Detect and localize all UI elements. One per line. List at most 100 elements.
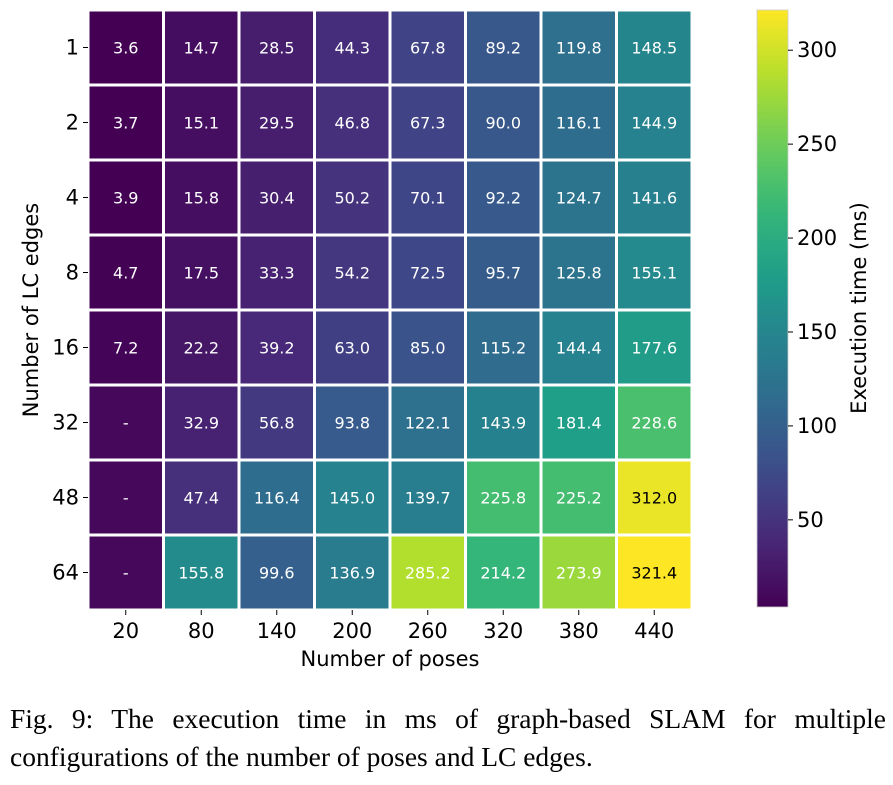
heatmap-cell — [615, 8, 694, 87]
colorbar-tick-label: 50 — [797, 508, 824, 532]
cell-value-label: 155.1 — [631, 264, 677, 283]
cell-value-label: 285.2 — [405, 564, 451, 583]
cell-value-label: 14.7 — [183, 39, 219, 58]
cell-value-label: 321.4 — [631, 564, 677, 583]
cell-value-label: 3.9 — [113, 189, 138, 208]
colorbar-label: Execution time (ms) — [847, 202, 871, 414]
heatmap-cell — [388, 383, 467, 462]
heatmap-cell — [162, 458, 241, 537]
cell-value-label: 214.2 — [480, 564, 526, 583]
x-tick-label: 80 — [188, 619, 215, 643]
cell-value-label: 3.6 — [113, 39, 138, 58]
cell-value-label: 225.8 — [480, 489, 526, 508]
heatmap-cell — [615, 458, 694, 537]
x-tick-label: 380 — [559, 619, 599, 643]
heatmap-cell — [464, 8, 543, 87]
cell-value-label: 148.5 — [631, 39, 677, 58]
cell-value-label: 44.3 — [334, 39, 370, 58]
heatmap-cell — [313, 158, 392, 237]
heatmap-cells: 3.6 14.7 28.5 44.3 67.8 89.2 119.8 148.5 3.7 15.1… — [86, 8, 694, 612]
cell-value-label: 56.8 — [259, 414, 295, 433]
colorbar-tick-label: 250 — [797, 132, 837, 156]
x-tick-label: 20 — [112, 619, 139, 643]
cell-value-label: 54.2 — [334, 264, 370, 283]
cell-value-label: 46.8 — [334, 114, 370, 133]
x-axis-ticks: 20 80 140 200 260 320 380 440 — [112, 610, 674, 643]
heatmap-cell — [615, 158, 694, 237]
cell-value-label: 145.0 — [329, 489, 375, 508]
cell-value-label: 115.2 — [480, 339, 526, 358]
heatmap-cell — [615, 533, 694, 612]
cell-value-label: - — [123, 564, 129, 583]
cell-value-label: 90.0 — [485, 114, 521, 133]
cell-value-label: 67.3 — [410, 114, 446, 133]
cell-value-label: 225.2 — [556, 489, 602, 508]
cell-value-label: 116.4 — [254, 489, 300, 508]
heatmap-cell — [539, 233, 618, 312]
colorbar-ticks: 50 100 150 200 250 300 — [788, 38, 837, 532]
cell-value-label: 32.9 — [183, 414, 219, 433]
heatmap-cell — [464, 83, 543, 162]
heatmap-cell — [237, 458, 316, 537]
heatmap-cell — [388, 533, 467, 612]
cell-value-label: 273.9 — [556, 564, 602, 583]
cell-value-label: 70.1 — [410, 189, 446, 208]
heatmap-cell — [162, 83, 241, 162]
heatmap-cell — [464, 383, 543, 462]
heatmap-cell — [313, 83, 392, 162]
cell-value-label: 72.5 — [410, 264, 446, 283]
cell-value-label: 33.3 — [259, 264, 295, 283]
y-tick-label: 2 — [66, 111, 79, 135]
heatmap-cell — [464, 158, 543, 237]
heatmap-cell — [237, 158, 316, 237]
heatmap-cell — [388, 233, 467, 312]
cell-value-label: 92.2 — [485, 189, 521, 208]
heatmap-cell — [388, 458, 467, 537]
heatmap-cell — [539, 158, 618, 237]
cell-value-label: 95.7 — [485, 264, 521, 283]
y-tick-label: 64 — [52, 561, 79, 585]
heatmap-cell — [615, 383, 694, 462]
cell-value-label: 136.9 — [329, 564, 375, 583]
cell-value-label: 125.8 — [556, 264, 602, 283]
cell-value-label: 50.2 — [334, 189, 370, 208]
heatmap-cell — [388, 158, 467, 237]
cell-value-label: 93.8 — [334, 414, 370, 433]
cell-value-label: 99.6 — [259, 564, 295, 583]
cell-value-label: 67.8 — [410, 39, 446, 58]
cell-value-label: 28.5 — [259, 39, 295, 58]
y-tick-label: 4 — [66, 186, 79, 210]
heatmap-cell — [388, 308, 467, 387]
cell-value-label: 124.7 — [556, 189, 602, 208]
heatmap-cell — [313, 308, 392, 387]
y-tick-label: 32 — [52, 411, 79, 435]
cell-value-label: 7.2 — [113, 339, 138, 358]
x-tick-label: 260 — [408, 619, 448, 643]
cell-value-label: 17.5 — [183, 264, 219, 283]
colorbar-tick-label: 200 — [797, 226, 837, 250]
cell-value-label: 4.7 — [113, 264, 138, 283]
heatmap-cell — [539, 458, 618, 537]
cell-value-label: 15.1 — [183, 114, 219, 133]
cell-value-label: 144.9 — [631, 114, 677, 133]
heatmap-chart: 3.6 14.7 28.5 44.3 67.8 89.2 119.8 148.53.7 15.1… — [19, 8, 871, 671]
cell-value-label: 155.8 — [178, 564, 224, 583]
cell-value-label: 181.4 — [556, 414, 602, 433]
cell-value-label: 15.8 — [183, 189, 219, 208]
x-tick-label: 200 — [332, 619, 372, 643]
y-tick-label: 8 — [66, 261, 79, 285]
cell-value-label: 39.2 — [259, 339, 295, 358]
x-tick-label: 320 — [483, 619, 523, 643]
y-tick-label: 48 — [52, 486, 79, 510]
colorbar-tick-label: 300 — [797, 38, 837, 62]
cell-value-label: 47.4 — [183, 489, 219, 508]
cell-value-label: 144.4 — [556, 339, 602, 358]
cell-value-label: 3.7 — [113, 114, 138, 133]
colorbar — [756, 9, 789, 608]
figure-caption: Fig. 9: The execution time in ms of grap… — [10, 703, 886, 772]
heatmap-cell — [237, 533, 316, 612]
cell-value-label: 143.9 — [480, 414, 526, 433]
cell-value-label: 312.0 — [631, 489, 677, 508]
cell-value-label: 116.1 — [556, 114, 602, 133]
cell-value-label: 228.6 — [631, 414, 677, 433]
